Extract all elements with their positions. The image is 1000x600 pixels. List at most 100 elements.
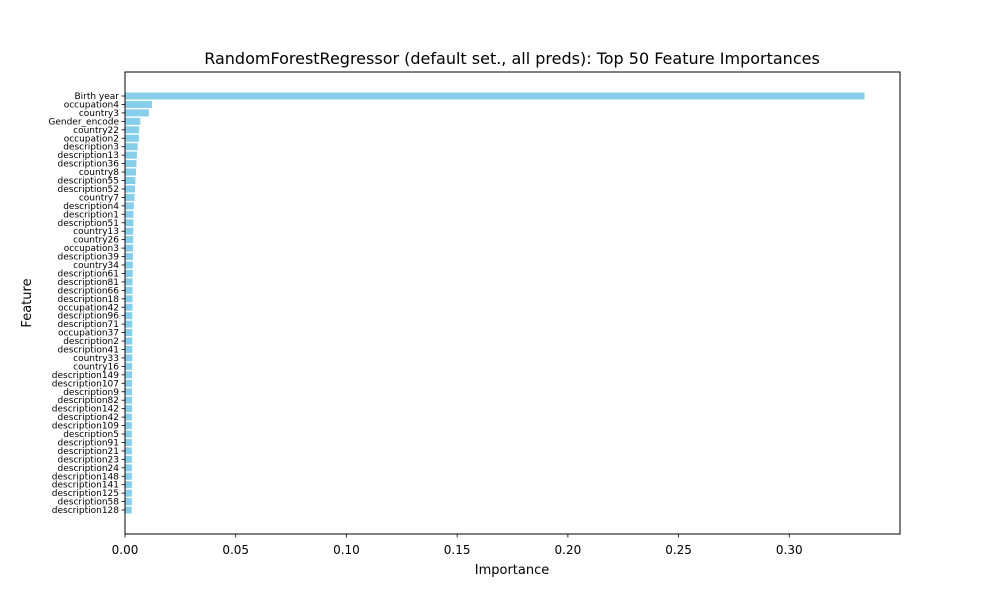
x-tick-label: 0.15: [444, 543, 471, 557]
y-tick-label: country7: [79, 193, 119, 203]
bar-country33: [125, 354, 133, 362]
bar-description51: [125, 219, 134, 227]
bar-description107: [125, 379, 133, 387]
bar-occupation42: [125, 303, 133, 311]
bar-description58: [125, 498, 132, 506]
bar-description42: [125, 413, 132, 421]
bar-description5: [125, 430, 132, 438]
y-tick-label: description24: [58, 464, 120, 474]
y-axis-label: Feature: [20, 278, 35, 327]
y-tick-label: Gender_encode: [48, 117, 119, 127]
y-tick-label: description1: [63, 210, 119, 220]
y-tick-label: description3: [63, 143, 119, 153]
x-tick-label: 0.05: [222, 543, 249, 557]
bar-country8: [125, 168, 137, 176]
plot-frame: [124, 71, 901, 535]
y-tick-label: description4: [63, 202, 119, 212]
chart-title: RandomForestRegressor (default set., all…: [204, 49, 820, 68]
x-tick-label: 0.00: [112, 543, 139, 557]
y-tick-label: country8: [79, 168, 119, 178]
y-tick-label: occupation42: [58, 303, 119, 313]
y-tick-label: description21: [58, 447, 120, 457]
bar-description109: [125, 422, 132, 430]
bars-layer: [125, 92, 865, 514]
bar-country16: [125, 362, 133, 370]
bar-description125: [125, 489, 132, 497]
bar-occupation37: [125, 329, 133, 337]
bar-country22: [125, 126, 140, 134]
y-tick-label: description18: [58, 295, 120, 305]
x-tick-label: 0.30: [776, 543, 803, 557]
bar-description3: [125, 143, 138, 151]
y-tick-label: description66: [58, 286, 120, 296]
y-axis-ticks: Birth yearoccupation4country3Gender_enco…: [48, 92, 125, 516]
bar-description41: [125, 346, 133, 353]
x-tick-label: 0.25: [665, 543, 692, 557]
bar-description52: [125, 185, 135, 193]
bar-description71: [125, 320, 133, 328]
bar-description2: [125, 337, 133, 345]
bar-occupation3: [125, 244, 133, 252]
bar-occupation2: [125, 134, 139, 142]
bar-description96: [125, 312, 133, 320]
bar-description24: [125, 464, 132, 472]
y-tick-label: occupation3: [64, 244, 119, 254]
bar-description128: [125, 506, 132, 514]
bar-gender-encode: [125, 117, 141, 125]
y-tick-label: country13: [73, 227, 119, 237]
y-tick-label: description148: [52, 472, 119, 482]
y-tick-label: country22: [73, 126, 119, 136]
bar-description9: [125, 388, 133, 396]
x-axis-label: Importance: [475, 563, 550, 578]
x-axis-ticks: 0.00 0.05 0.10 0.15 0.20 0.25 0.30: [112, 534, 803, 557]
x-tick-label: 0.10: [333, 543, 360, 557]
bar-description55: [125, 177, 136, 184]
x-tick-label: 0.20: [555, 543, 582, 557]
y-tick-label: description107: [52, 379, 119, 389]
y-tick-label: description125: [52, 489, 119, 499]
y-tick-label: description149: [52, 371, 119, 381]
y-tick-label: description96: [58, 312, 120, 322]
y-tick-label: description82: [58, 396, 120, 406]
bar-description141: [125, 481, 132, 489]
y-tick-label: occupation37: [58, 329, 119, 339]
y-tick-label: description39: [58, 253, 120, 263]
y-tick-label: description61: [58, 269, 120, 279]
y-tick-label: description91: [58, 438, 120, 448]
bar-description61: [125, 269, 133, 277]
bar-description148: [125, 472, 132, 480]
y-tick-label: description13: [58, 151, 120, 161]
bar-description21: [125, 447, 132, 455]
y-tick-label: description58: [58, 498, 120, 508]
y-tick-label: description55: [58, 177, 120, 187]
bar-country3: [125, 109, 149, 117]
y-tick-label: description51: [58, 219, 120, 229]
y-tick-label: description23: [58, 455, 120, 465]
bar-occupation4: [125, 100, 153, 108]
bar-description4: [125, 202, 134, 210]
y-tick-label: description128: [52, 506, 119, 516]
bar-description13: [125, 151, 137, 159]
y-tick-label: country34: [73, 261, 119, 271]
bar-description66: [125, 286, 133, 294]
bar-description149: [125, 371, 133, 379]
y-tick-label: description2: [63, 337, 119, 347]
y-tick-label: occupation2: [64, 134, 119, 144]
bar-description36: [125, 160, 137, 168]
y-tick-label: country3: [79, 109, 119, 119]
y-tick-label: occupation4: [64, 100, 120, 110]
y-tick-label: description41: [58, 346, 120, 356]
y-tick-label: description141: [52, 481, 119, 491]
y-tick-label: country26: [73, 236, 119, 246]
bar-description81: [125, 278, 133, 286]
y-tick-label: description52: [58, 185, 120, 195]
bar-description142: [125, 405, 133, 413]
y-tick-label: country16: [73, 362, 119, 372]
y-tick-label: country33: [73, 354, 119, 364]
bar-description91: [125, 438, 132, 446]
y-tick-label: description42: [58, 413, 120, 423]
bar-country26: [125, 236, 134, 244]
bar-country7: [125, 193, 135, 201]
